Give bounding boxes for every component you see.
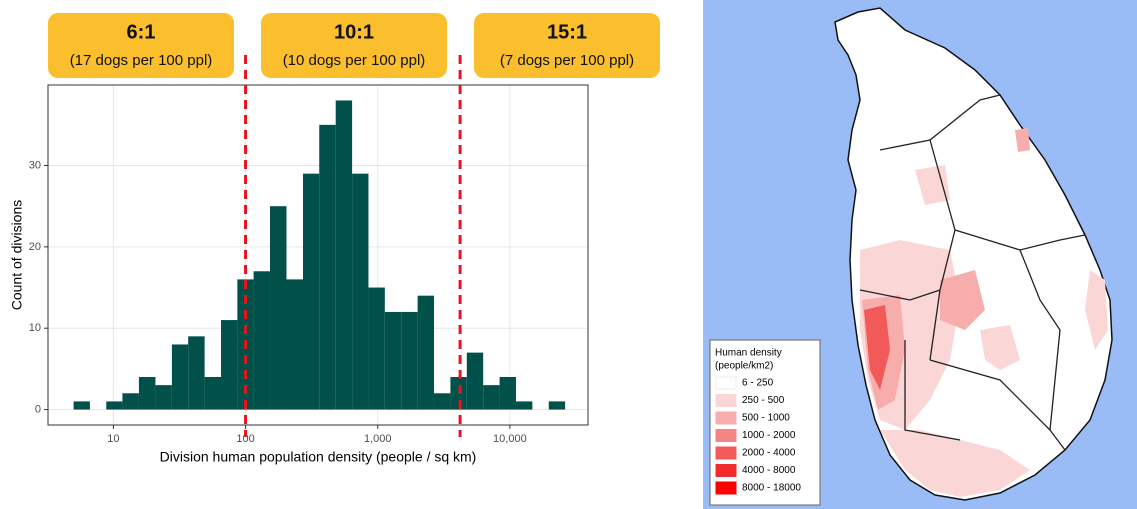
bar: [155, 385, 172, 410]
panel-border: [47, 84, 589, 426]
bar: [106, 401, 123, 410]
y-tick-label: 10: [29, 322, 41, 334]
x-tick-label: 100: [236, 433, 254, 445]
annotation-box: [48, 13, 234, 78]
bar: [466, 352, 484, 410]
annotation-text: (10 dogs per 100 ppl): [283, 52, 426, 69]
bar: [122, 393, 139, 410]
annotation-title: 10:1: [334, 21, 374, 43]
x-tick-label: 10,000: [493, 433, 527, 445]
bar: [204, 377, 222, 410]
bar: [286, 279, 303, 410]
bar: [73, 401, 90, 410]
bar: [269, 206, 287, 410]
annotation-box: [261, 13, 447, 78]
bar: [417, 295, 435, 410]
y-tick-label: 30: [29, 159, 41, 171]
x-tick-label: 10: [107, 433, 119, 445]
legend-title: Human density: [715, 348, 782, 359]
bar: [302, 173, 320, 410]
bar: [335, 100, 353, 410]
bar: [548, 401, 566, 410]
y-axis-label: Count of divisions: [9, 200, 25, 311]
legend-swatch: [715, 446, 737, 460]
bar: [138, 377, 156, 410]
bar: [171, 344, 189, 410]
annotation-title: 6:1: [127, 21, 156, 43]
province-borders: [859, 94, 1086, 451]
bar: [352, 173, 369, 410]
legend-label: 500 - 1000: [742, 413, 790, 424]
y-tick-label: 20: [29, 241, 41, 253]
legend-title: (people/km2): [715, 361, 773, 372]
legend-label: 4000 - 8000: [742, 465, 796, 476]
bar: [384, 311, 402, 410]
annotation-text: (17 dogs per 100 ppl): [70, 52, 213, 69]
legend-swatch: [715, 481, 737, 495]
bar: [434, 393, 451, 410]
y-tick-label: 0: [35, 403, 41, 415]
annotation-text: (7 dogs per 100 ppl): [500, 52, 634, 69]
bar: [253, 271, 270, 410]
density-patches: [860, 128, 1108, 497]
bar: [483, 385, 500, 410]
legend-swatch: [715, 464, 737, 477]
legend-label: 1000 - 2000: [742, 430, 796, 441]
annotation-box: [474, 13, 660, 78]
legend-label: 6 - 250: [742, 378, 774, 389]
annotation-title: 15:1: [547, 21, 587, 43]
bar: [319, 124, 336, 410]
legend-label: 8000 - 18000: [742, 483, 801, 494]
legend-swatch: [715, 376, 737, 390]
bar: [401, 311, 418, 410]
bar: [221, 320, 238, 410]
bar: [515, 401, 533, 410]
legend-swatch: [715, 429, 737, 442]
x-axis-label: Division human population density (peopl…: [160, 449, 477, 465]
x-tick-label: 1,000: [364, 433, 392, 445]
legend-swatch: [715, 394, 737, 407]
legend-label: 250 - 500: [742, 395, 785, 406]
bar: [188, 336, 205, 410]
bar: [499, 377, 516, 410]
legend-swatch: [715, 411, 737, 425]
legend-label: 2000 - 4000: [742, 448, 796, 459]
bar: [368, 287, 385, 410]
